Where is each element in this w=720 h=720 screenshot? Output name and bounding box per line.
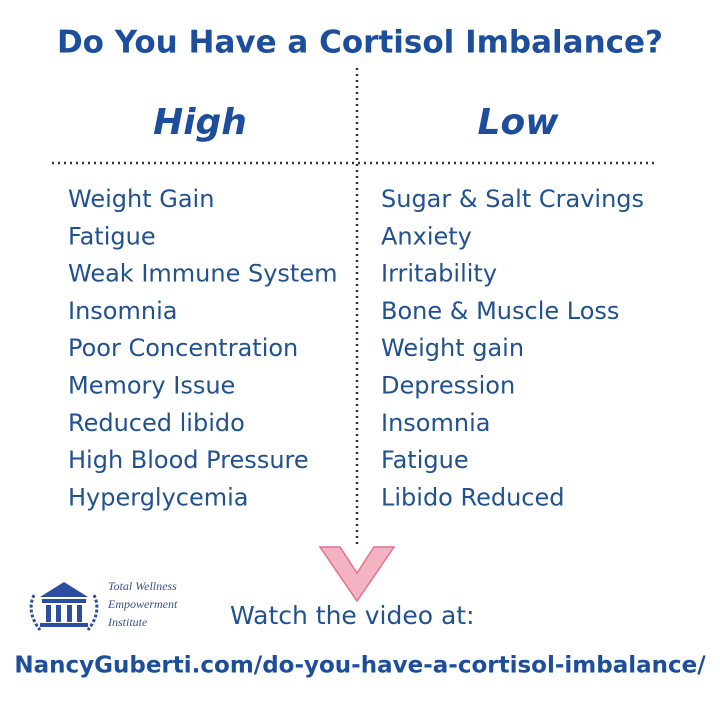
- symptom: Irritability: [381, 260, 497, 288]
- symptom: Poor Concentration: [68, 334, 298, 362]
- symptom: Anxiety: [381, 222, 472, 250]
- symptom: Hyperglycemia: [68, 483, 249, 511]
- column-heading: Low: [478, 102, 560, 143]
- logo-text: Total Wellness: [108, 579, 177, 593]
- symptom: Weight Gain: [68, 185, 214, 213]
- arrow: [318, 546, 396, 603]
- symptom: Memory Issue: [68, 372, 235, 400]
- logo-text: Institute: [107, 615, 148, 629]
- symptom: Insomnia: [381, 409, 490, 437]
- symptom: Insomnia: [68, 297, 177, 325]
- symptom: High Blood Pressure: [68, 446, 309, 474]
- symptom: Fatigue: [68, 222, 156, 250]
- title: Do You Have a Cortisol Imbalance?: [57, 25, 663, 61]
- symptom: Depression: [381, 372, 515, 400]
- url[interactable]: NancyGuberti.com/do-you-have-a-cortisol-…: [14, 653, 706, 679]
- symptom: Reduced libido: [68, 409, 245, 437]
- symptom: Bone & Muscle Loss: [381, 297, 619, 325]
- symptom: Weight gain: [381, 334, 524, 362]
- logo-icon: [29, 582, 99, 631]
- symptom: Weak Immune System: [68, 260, 337, 288]
- column-heading: High: [153, 102, 247, 143]
- symptom: Sugar & Salt Cravings: [381, 185, 644, 213]
- symptom: Libido Reduced: [381, 483, 565, 511]
- symptom: Fatigue: [381, 446, 469, 474]
- call-to-action: Watch the video at:: [230, 601, 475, 630]
- logo-text: Empowerment: [107, 597, 178, 611]
